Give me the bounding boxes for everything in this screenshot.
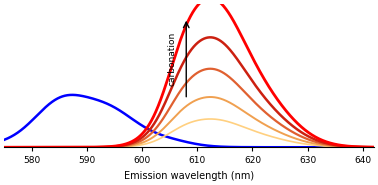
Text: carbonation: carbonation xyxy=(168,32,177,86)
X-axis label: Emission wavelength (nm): Emission wavelength (nm) xyxy=(124,171,254,181)
